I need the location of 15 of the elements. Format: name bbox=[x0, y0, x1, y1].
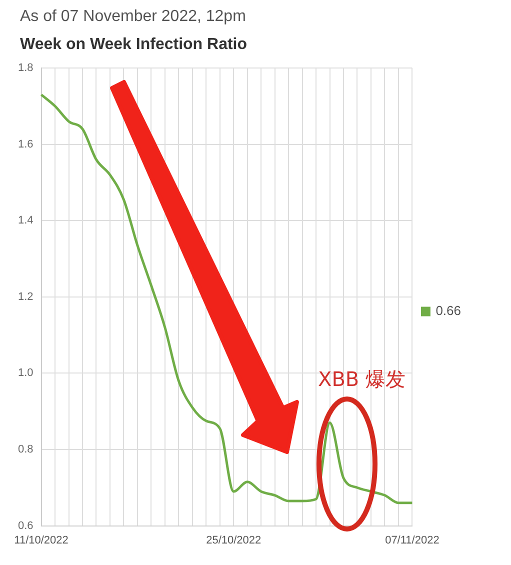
chart-title: Week on Week Infection Ratio bbox=[20, 36, 248, 54]
x-tick-label: 25/10/2022 bbox=[206, 534, 262, 546]
y-tick-label: 1.0 bbox=[18, 367, 34, 380]
y-tick-label: 0.8 bbox=[18, 444, 34, 456]
y-tick-label: 1.8 bbox=[18, 62, 34, 74]
y-tick-label: 1.4 bbox=[18, 214, 34, 227]
y-tick-label: 1.6 bbox=[18, 138, 34, 150]
legend-label: 0.66 bbox=[436, 303, 462, 318]
line-series bbox=[40, 93, 414, 504]
x-tick-label: 11/10/2022 bbox=[14, 534, 68, 546]
x-tick-label: 07/11/2022 bbox=[385, 534, 440, 546]
y-tick-label: 1.2 bbox=[18, 290, 34, 303]
y-tick-label: 0.6 bbox=[18, 520, 34, 532]
annotation: XBB 爆发 bbox=[318, 366, 406, 393]
chart-subtitle: As of 07 November 2022, 12pm bbox=[20, 8, 246, 26]
